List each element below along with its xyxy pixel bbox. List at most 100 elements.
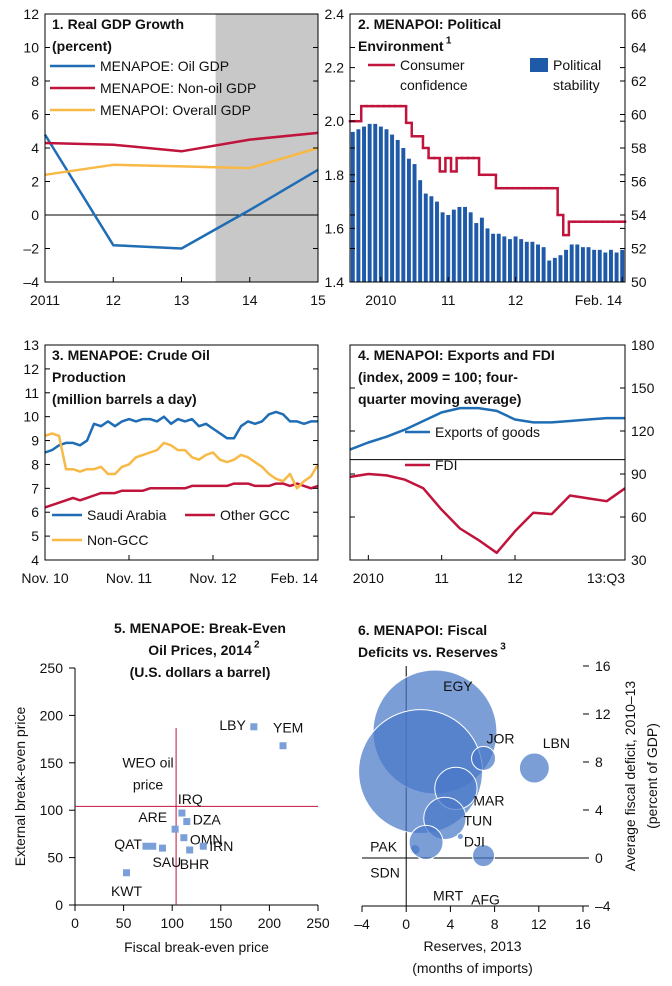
x-axis-title: (months of imports): [412, 960, 533, 976]
x-tick-label: 2011: [30, 292, 60, 308]
bar: [491, 233, 496, 282]
legend-label: MENAPOE: Oil GDP: [100, 58, 229, 74]
y-tick-label: 64: [631, 40, 647, 56]
legend-label: MENAPOE: Non-oil GDP: [100, 80, 256, 96]
y-tick-label: 9: [31, 433, 39, 449]
series-line: [44, 410, 318, 454]
legend-label: Political stability: [553, 57, 601, 93]
legend-label: FDI: [435, 457, 458, 473]
title-note: 2: [254, 640, 260, 651]
point: [171, 825, 179, 833]
bar: [479, 217, 484, 282]
point-label: IRN: [209, 838, 233, 854]
x-tick-label: Nov. 11: [106, 570, 152, 586]
y-tick-label: 50: [631, 274, 647, 290]
bar: [580, 247, 585, 282]
y-tick-label: 58: [631, 140, 647, 156]
series-line: [44, 146, 319, 177]
bar: [592, 249, 597, 282]
x-tick-label: 12: [508, 292, 524, 308]
chart-title: quarter moving average): [358, 391, 521, 407]
y-tick-label: 12: [23, 361, 39, 377]
bar: [474, 223, 479, 282]
x-tick-label: 4: [447, 916, 455, 932]
bar: [597, 249, 602, 282]
y-tick-label: 1.8: [325, 167, 345, 183]
y-axis-title: External break-even price: [12, 707, 28, 867]
point-label: OMN: [190, 832, 223, 848]
legend-label: MENAPOI: Overall GDP: [100, 102, 251, 118]
y-tick-label: 6: [31, 107, 39, 123]
point: [149, 842, 157, 850]
y-tick-label: 4: [595, 802, 603, 818]
series-line: [44, 131, 319, 153]
x-tick-label: Nov. 10: [21, 570, 68, 586]
point: [123, 869, 131, 877]
chart-title: 1. Real GDP Growth: [52, 16, 184, 32]
x-tick-label: Feb. 14: [271, 570, 319, 586]
chart-title: 6. MENAPOI: Fiscal: [358, 622, 487, 638]
point-label: ARE: [138, 809, 167, 825]
bubble: [408, 824, 444, 860]
bar: [423, 193, 428, 282]
series-line: [43, 133, 319, 250]
y-tick-label: 150: [40, 755, 64, 771]
bubble: [518, 752, 550, 784]
y-tick-label: 180: [631, 337, 655, 353]
bar: [440, 212, 445, 282]
bar: [564, 249, 569, 282]
y-tick-label: –4: [595, 898, 611, 914]
x-tick-label: 50: [116, 915, 132, 931]
bubble-label: JOR: [487, 730, 515, 746]
bar: [446, 215, 451, 282]
y-tick-label: 0: [31, 207, 39, 223]
x-tick-label: 15: [310, 292, 326, 308]
bubble-label: AFG: [471, 892, 500, 908]
y-tick-label: 8: [31, 73, 39, 89]
bar: [429, 196, 434, 282]
y-tick-label: 11: [24, 385, 39, 401]
y-tick-label: 56: [631, 174, 647, 190]
y-tick-label: 5: [31, 528, 39, 544]
bar: [435, 201, 439, 282]
chart-title: Deficits vs. Reserves: [358, 644, 498, 660]
bar: [496, 233, 501, 282]
bar: [451, 209, 456, 282]
bar: [536, 244, 540, 282]
bar: [558, 255, 563, 282]
point: [183, 818, 191, 826]
bar: [412, 164, 417, 282]
chart-title: Oil Prices, 2014: [148, 642, 252, 658]
series-line: [349, 406, 625, 451]
bubble-label: SDN: [370, 865, 400, 881]
bar: [614, 252, 619, 282]
x-tick-label: 150: [209, 915, 233, 931]
title-note: 1: [446, 36, 452, 47]
x-axis-title: Reserves, 2013: [423, 938, 521, 954]
legend-label: Consumer confidence: [400, 57, 468, 93]
bar: [350, 131, 355, 282]
y-tick-label: 250: [40, 660, 64, 676]
bar: [463, 206, 468, 282]
bubble-label: MRT: [433, 887, 464, 903]
bubble-label: DJI: [464, 833, 485, 849]
bar: [395, 139, 400, 282]
y-tick-label: 0: [55, 897, 63, 913]
annotation: price: [133, 776, 164, 792]
bar: [457, 206, 462, 282]
y-tick-label: 6: [31, 504, 39, 520]
y-tick-label: 62: [631, 73, 647, 89]
bubble: [471, 745, 497, 771]
bubble-label: MAR: [473, 792, 504, 808]
bar: [362, 126, 366, 282]
bar: [569, 244, 574, 282]
bar: [541, 247, 546, 282]
point: [180, 834, 188, 842]
y-tick-label: 30: [631, 552, 647, 568]
y-tick-label: 120: [631, 423, 655, 439]
bar: [530, 241, 535, 282]
x-tick-label: 14: [242, 292, 258, 308]
y-tick-label: 8: [595, 754, 603, 770]
bubble-label: PAK: [370, 839, 398, 855]
